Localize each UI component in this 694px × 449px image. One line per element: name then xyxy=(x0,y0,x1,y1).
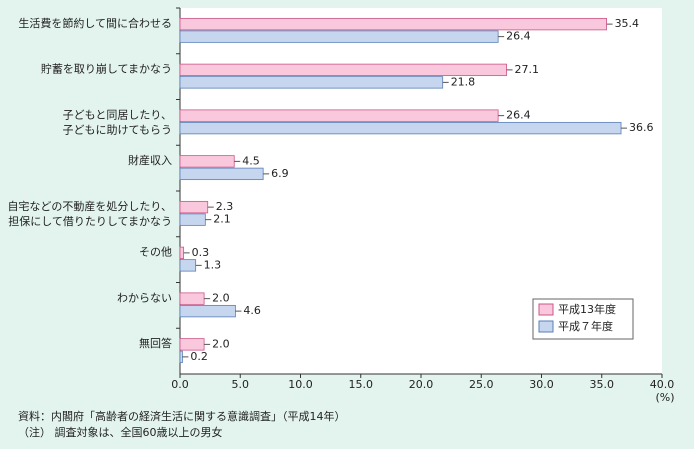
bar xyxy=(179,292,205,305)
y-tick-label: 無回答 xyxy=(139,336,172,350)
y-tick-label: 生活費を節約して間に合わせる xyxy=(18,16,172,30)
value-label: 21.8 xyxy=(451,75,476,88)
value-label: 2.1 xyxy=(213,213,231,226)
bar xyxy=(179,17,607,31)
bar xyxy=(179,338,205,351)
x-tick-label: 15.0 xyxy=(349,378,374,391)
value-label: 1.3 xyxy=(204,258,222,271)
bar xyxy=(179,155,235,168)
y-tick-label: 子どもと同居したり、 xyxy=(63,108,172,121)
y-tick-label: 担保にして借りたりしてまかなう xyxy=(8,214,172,228)
bar xyxy=(179,76,444,89)
value-label: 6.9 xyxy=(271,167,289,180)
value-label: 2.3 xyxy=(216,200,234,213)
legend-label: 平成７年度 xyxy=(558,319,613,333)
legend-swatch xyxy=(538,320,554,333)
value-label: 2.0 xyxy=(212,337,230,350)
bar xyxy=(179,121,622,135)
x-tick-label: 25.0 xyxy=(469,378,494,391)
x-tick-label: 30.0 xyxy=(529,378,554,391)
legend-label: 平成13年度 xyxy=(558,302,616,316)
y-tick-label: 貯蓄を取り崩してまかなう xyxy=(41,62,172,76)
value-label: 36.6 xyxy=(629,121,654,134)
value-label: 2.0 xyxy=(212,292,230,305)
source-note: 資料：内閣府「高齢者の経済生活に関する意識調査」（平成14年） xyxy=(18,409,346,423)
x-tick-label: 5.0 xyxy=(232,378,250,391)
bar xyxy=(179,30,499,43)
value-label: 4.5 xyxy=(242,154,260,167)
x-tick-label: 20.0 xyxy=(409,378,434,391)
bar xyxy=(179,200,209,214)
y-tick-label: 子どもに助けてもらう xyxy=(63,122,172,136)
bar xyxy=(179,213,206,226)
value-label: 26.4 xyxy=(506,30,531,43)
x-unit: (%) xyxy=(655,391,674,404)
x-tick-label: 35.0 xyxy=(590,378,615,391)
value-label: 26.4 xyxy=(506,109,531,122)
note: （注） 調査対象は、全国60歳以上の男女 xyxy=(18,425,223,439)
value-label: 4.6 xyxy=(243,304,261,317)
bar xyxy=(179,259,197,272)
value-label: 27.1 xyxy=(515,63,540,76)
y-tick-label: その他 xyxy=(139,246,172,259)
bar xyxy=(179,63,507,77)
bar xyxy=(179,167,264,181)
x-tick-label: 40.0 xyxy=(650,378,675,391)
bar xyxy=(179,246,185,260)
value-label: 0.2 xyxy=(190,350,208,363)
x-tick-label: 10.0 xyxy=(288,378,313,391)
bar xyxy=(179,304,236,318)
legend-swatch xyxy=(538,303,554,316)
value-label: 0.3 xyxy=(192,246,210,259)
bar xyxy=(179,109,499,122)
x-tick-label: 0.0 xyxy=(171,378,189,391)
y-tick-label: 自宅などの不動産を処分したり、 xyxy=(7,199,172,213)
bar xyxy=(179,350,183,364)
value-label: 35.4 xyxy=(615,17,640,30)
y-tick-label: わからない xyxy=(117,291,172,304)
y-tick-label: 財産収入 xyxy=(128,153,172,167)
